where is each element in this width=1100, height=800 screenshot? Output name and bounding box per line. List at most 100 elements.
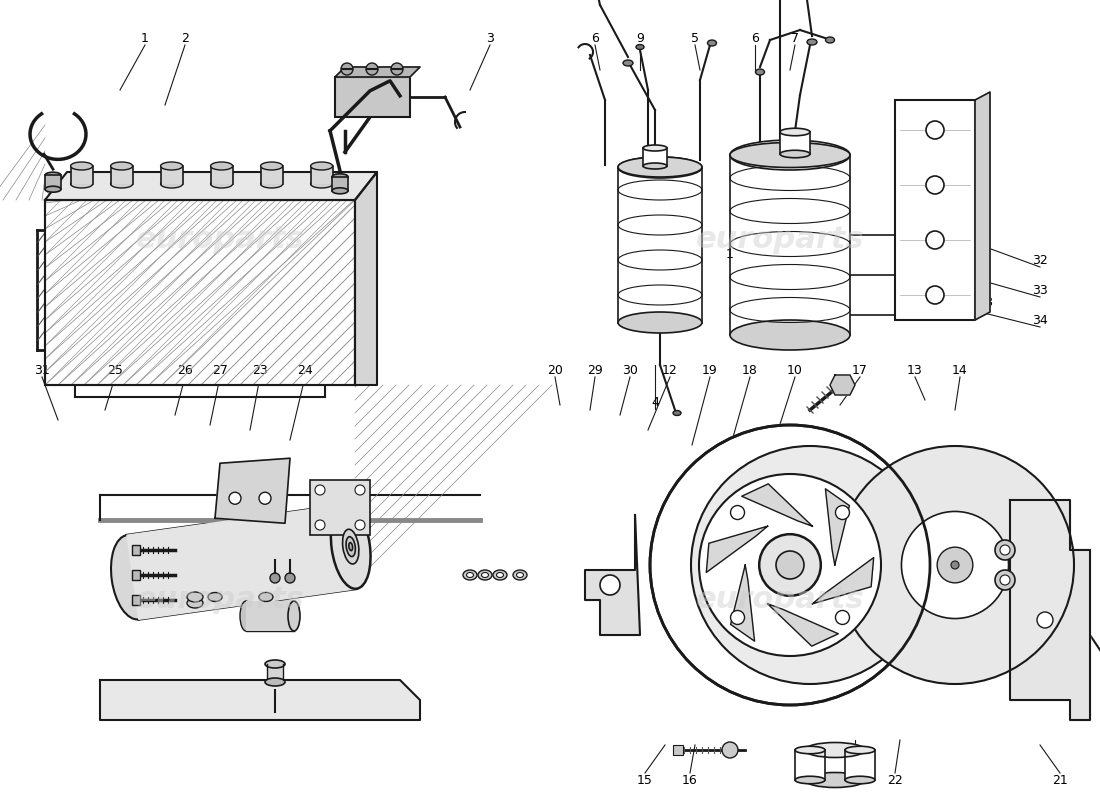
- Circle shape: [722, 742, 738, 758]
- Circle shape: [341, 63, 353, 75]
- Circle shape: [229, 492, 241, 504]
- Circle shape: [730, 506, 745, 519]
- Circle shape: [836, 610, 849, 625]
- Circle shape: [836, 446, 1074, 684]
- Ellipse shape: [310, 162, 332, 170]
- Bar: [132, 545, 140, 555]
- Polygon shape: [585, 515, 640, 635]
- Bar: [310, 480, 370, 535]
- Text: 21: 21: [1052, 774, 1068, 786]
- Ellipse shape: [623, 60, 632, 66]
- Circle shape: [926, 121, 944, 139]
- Text: 20: 20: [547, 363, 563, 377]
- Ellipse shape: [346, 537, 355, 557]
- Text: 19: 19: [702, 363, 718, 377]
- Text: 3: 3: [486, 31, 494, 45]
- Ellipse shape: [845, 746, 875, 754]
- Ellipse shape: [1000, 575, 1010, 585]
- Text: 7: 7: [791, 31, 799, 45]
- Ellipse shape: [780, 150, 810, 158]
- Text: 10: 10: [788, 363, 803, 377]
- Text: 34: 34: [1032, 314, 1048, 326]
- Bar: [261, 166, 283, 184]
- Ellipse shape: [845, 776, 875, 784]
- Circle shape: [285, 573, 295, 583]
- Circle shape: [1037, 612, 1053, 628]
- Text: europarts: europarts: [135, 226, 305, 254]
- Bar: [673, 745, 683, 755]
- Text: 5: 5: [691, 31, 698, 45]
- Polygon shape: [975, 92, 990, 320]
- Ellipse shape: [730, 140, 850, 170]
- Polygon shape: [100, 680, 420, 720]
- Ellipse shape: [756, 69, 764, 75]
- Ellipse shape: [210, 162, 232, 170]
- Ellipse shape: [517, 573, 524, 578]
- Text: 18: 18: [742, 363, 758, 377]
- Circle shape: [836, 506, 849, 519]
- Ellipse shape: [187, 598, 204, 608]
- Ellipse shape: [161, 162, 183, 170]
- Circle shape: [650, 425, 930, 705]
- Bar: [246, 601, 294, 631]
- Ellipse shape: [111, 180, 133, 188]
- Circle shape: [902, 511, 1009, 618]
- Bar: [895, 100, 975, 320]
- Text: europarts: europarts: [695, 586, 865, 614]
- Ellipse shape: [496, 573, 504, 578]
- Ellipse shape: [673, 410, 681, 415]
- Ellipse shape: [45, 172, 60, 178]
- Ellipse shape: [310, 180, 332, 188]
- Ellipse shape: [342, 530, 359, 564]
- Bar: [267, 664, 283, 682]
- Ellipse shape: [478, 570, 492, 580]
- Circle shape: [926, 286, 944, 304]
- Ellipse shape: [349, 542, 353, 550]
- Polygon shape: [768, 604, 838, 646]
- Ellipse shape: [466, 573, 473, 578]
- Text: 31: 31: [34, 363, 50, 377]
- Polygon shape: [813, 558, 873, 604]
- Text: europarts: europarts: [135, 586, 305, 614]
- Ellipse shape: [996, 570, 1015, 590]
- Text: 11: 11: [847, 774, 862, 786]
- Polygon shape: [825, 489, 849, 565]
- Ellipse shape: [332, 174, 348, 180]
- Text: 1: 1: [141, 31, 149, 45]
- Ellipse shape: [261, 162, 283, 170]
- Ellipse shape: [70, 180, 92, 188]
- Text: 23: 23: [252, 363, 268, 377]
- Text: 25: 25: [107, 363, 123, 377]
- Ellipse shape: [265, 678, 285, 686]
- Text: 16: 16: [682, 774, 697, 786]
- Ellipse shape: [730, 320, 850, 350]
- Circle shape: [258, 492, 271, 504]
- Bar: [644, 148, 667, 166]
- Text: 26: 26: [177, 363, 192, 377]
- Text: 6: 6: [591, 31, 598, 45]
- Text: 14: 14: [953, 363, 968, 377]
- Circle shape: [698, 474, 881, 656]
- Circle shape: [926, 176, 944, 194]
- Ellipse shape: [210, 180, 232, 188]
- Bar: [132, 595, 140, 605]
- Ellipse shape: [805, 742, 865, 758]
- Ellipse shape: [618, 312, 702, 333]
- Bar: [45, 175, 60, 190]
- Ellipse shape: [807, 39, 817, 45]
- Ellipse shape: [111, 535, 155, 619]
- Ellipse shape: [513, 570, 527, 580]
- Bar: [336, 77, 410, 117]
- Text: europarts: europarts: [695, 226, 865, 254]
- Text: 33: 33: [1032, 283, 1048, 297]
- Polygon shape: [730, 565, 755, 641]
- Circle shape: [937, 547, 972, 583]
- Ellipse shape: [636, 45, 644, 50]
- Circle shape: [315, 485, 324, 495]
- Bar: [45, 200, 355, 385]
- Bar: [332, 177, 348, 190]
- Ellipse shape: [45, 186, 60, 192]
- Circle shape: [776, 551, 804, 579]
- Ellipse shape: [161, 180, 183, 188]
- Text: 22: 22: [887, 774, 903, 786]
